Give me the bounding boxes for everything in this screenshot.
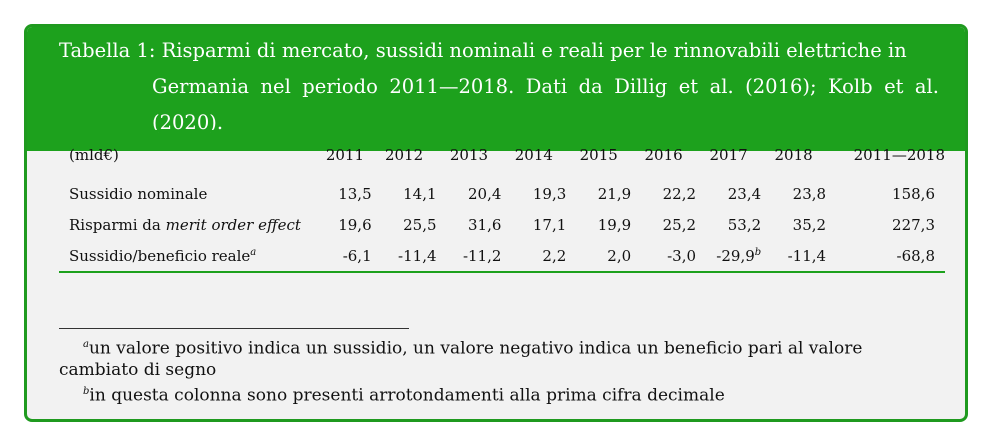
table-cell: -11,4 [398, 246, 437, 265]
row-label: Sussidio nominale [69, 184, 208, 203]
table-cell: 13,5 [338, 184, 372, 203]
data-table: (mld€) 2011 2012 2013 2014 2015 2016 201… [59, 132, 945, 271]
table-cell: 23,8 [792, 184, 827, 203]
bottom-rule [59, 271, 945, 273]
caption-line-1: Risparmi di mercato, sussidi nominali e … [161, 39, 907, 62]
table-cell-total: -68,8 [896, 246, 935, 265]
table-cell: 21,9 [597, 184, 632, 203]
table-row: Sussidio/beneficio realea -6,1 -11,4 -11… [59, 240, 945, 271]
table-cell: 23,4 [727, 184, 762, 203]
year-header: 2014 [514, 146, 553, 164]
table-cell: 20,4 [468, 184, 502, 203]
year-header: 2012 [384, 146, 424, 164]
year-header: 2015 [579, 146, 618, 164]
table-cell: 14,1 [403, 184, 437, 203]
table-cell: 19,3 [532, 184, 567, 203]
table-cell: 25,5 [403, 215, 437, 234]
unit-header: (mld€) [69, 146, 119, 164]
row-label: Sussidio/beneficio realea [69, 246, 257, 265]
total-header: 2011—2018 [853, 146, 945, 164]
table-cell: 2,0 [607, 246, 632, 265]
table-cell: -11,4 [787, 246, 827, 265]
caption-label: Tabella 1: [59, 39, 156, 62]
table-cell: 31,6 [468, 215, 502, 234]
table-cell: 2,2 [542, 246, 567, 265]
footnote-mark-b: b [754, 246, 762, 258]
table-cell: 19,6 [338, 215, 372, 234]
year-header: 2011 [325, 146, 365, 164]
table-cell-total: 227,3 [892, 215, 935, 234]
top-rule [59, 130, 945, 132]
footnote-a: aun valore positivo indica un sussidio, … [59, 338, 863, 380]
table-panel: Tabella 1: Risparmi di mercato, sussidi … [24, 24, 968, 422]
year-header: 2017 [709, 146, 748, 164]
footnotes: aun valore positivo indica un sussidio, … [59, 328, 945, 406]
footnote-mark-a: a [250, 246, 257, 258]
table-cell: -6,1 [342, 246, 372, 265]
table-cell: 25,2 [662, 215, 697, 234]
row-label: Risparmi da merit order effect [69, 215, 301, 234]
table-cell: -3,0 [667, 246, 697, 265]
table-cell: 35,2 [792, 215, 827, 234]
table-cell: -11,2 [462, 246, 502, 265]
table-row: Sussidio nominale 13,5 14,1 20,4 19,3 21… [59, 178, 945, 209]
header-row: (mld€) 2011 2012 2013 2014 2015 2016 201… [59, 132, 945, 178]
table-cell: 22,2 [662, 184, 697, 203]
year-header: 2013 [449, 146, 489, 164]
table-cell-total: 158,6 [892, 184, 935, 203]
data-table-wrapper: (mld€) 2011 2012 2013 2014 2015 2016 201… [59, 130, 945, 273]
row-label-italic: merit order effect [165, 215, 301, 234]
caption-line-2: Germania nel periodo 2011—2018. Dati da … [152, 75, 939, 134]
year-header: 2016 [644, 146, 683, 164]
footnote-b: bin questa colonna sono presenti arroton… [83, 385, 725, 406]
table-cell: 17,1 [532, 215, 567, 234]
table-cell: -29,9b [716, 246, 762, 265]
table-cell: 53,2 [727, 215, 762, 234]
table-row: Risparmi da merit order effect 19,6 25,5… [59, 209, 945, 240]
table-cell: 19,9 [597, 215, 632, 234]
footnote-rule [59, 328, 409, 329]
year-header: 2018 [774, 146, 813, 164]
